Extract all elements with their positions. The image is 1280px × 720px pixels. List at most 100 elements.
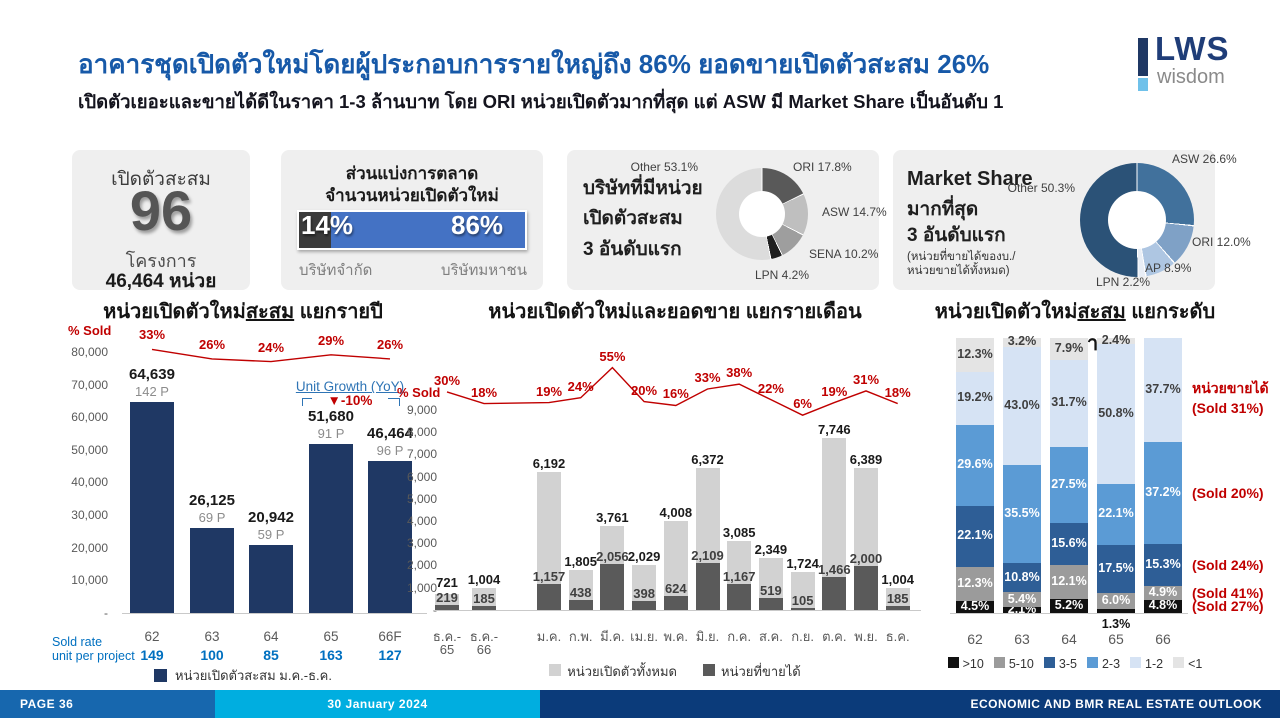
logo-bar-accent-icon xyxy=(1138,78,1148,91)
legend-label: หน่วยเปิดตัวสะสม ม.ค.-ธ.ค. xyxy=(175,668,332,683)
logo-subtext: wisdom xyxy=(1157,66,1225,88)
y-axis-tick: 20,000 xyxy=(71,540,108,555)
donut-slice-label: LPN 4.2% xyxy=(755,268,810,282)
bar-project-label: 142 P xyxy=(135,384,169,400)
ms-note-1: (หน่วยที่ขายได้ของบ./ xyxy=(907,251,1016,263)
price-plot-area: 4.5% 12.3% 22.1% 29.6% 19.2% 12.3% 62 2.1% 5.4% 1… xyxy=(930,295,1280,700)
legend-item: >10 xyxy=(947,655,984,673)
split-title-1: ส่วนแบ่งการตลาด xyxy=(345,164,479,183)
stack-segment xyxy=(1003,592,1041,608)
y-axis-tick: 1,000 xyxy=(406,580,437,595)
bar-sold xyxy=(790,607,815,610)
segment-label: 37.7% xyxy=(1145,382,1181,397)
x-axis-label: 66 xyxy=(1155,631,1171,647)
legend-swatch-icon xyxy=(1086,657,1098,668)
yearly-launch-chart: หน่วยเปิดตัวใหม่สะสม แยกรายปี % Sold Uni… xyxy=(50,295,435,700)
bar-total xyxy=(472,587,496,610)
segment-label-below: 1.3% xyxy=(1101,617,1131,631)
stack-segment xyxy=(1097,344,1135,484)
caption-line: บริษัทที่มีหน่วย xyxy=(583,178,703,199)
unit-growth-label: Unit Growth (YoY) xyxy=(295,379,405,394)
segment-label: 12.3% xyxy=(957,346,993,361)
pct-sold-label: 55% xyxy=(599,348,626,364)
sold-rate-value: 127 xyxy=(378,647,402,663)
y-axis-tick: 8,000 xyxy=(406,425,437,440)
y-axis-tick: 4,000 xyxy=(406,514,437,528)
x-axis-label: มิ.ย. xyxy=(695,629,720,644)
donut-slice-label: Other 53.1% xyxy=(630,160,698,174)
segment-label: 4.9% xyxy=(1148,585,1178,600)
bar-value-label: 20,942 xyxy=(248,508,294,526)
pct-sold-label: 18% xyxy=(884,384,911,400)
bar-project-label: 96 P xyxy=(376,443,404,459)
sold-side-label: (Sold 27%) xyxy=(1192,598,1264,615)
sold-rate-label-2: unit per project xyxy=(52,649,135,663)
bar-sold-value: 398 xyxy=(633,586,655,602)
y-axis-tick: 2,000 xyxy=(406,558,437,573)
stack-segment xyxy=(1003,607,1041,613)
legend-item: หน่วยเปิดตัวทั้งหมด xyxy=(549,661,677,682)
legend-label: 3-5 xyxy=(1058,657,1077,671)
price-legend: >10 5-10 3-5 2-3 1-2 <1 xyxy=(910,655,1240,673)
split-stacked-bar xyxy=(297,210,527,250)
bar-sold-value: 2,000 xyxy=(849,550,883,566)
segment-label: 5.4% xyxy=(1007,591,1037,606)
legend-item: 3-5 xyxy=(1043,655,1077,673)
segment-label: 4.5% xyxy=(960,598,990,613)
stack-segment xyxy=(1003,562,1041,593)
bar-sold xyxy=(822,577,847,610)
pct-sold-label: 31% xyxy=(852,371,880,387)
bar-sold xyxy=(758,598,783,610)
stack-segment xyxy=(1144,441,1182,545)
x-axis-label: ส.ค. xyxy=(758,629,783,644)
pct-sold-label: 26% xyxy=(376,336,404,352)
bar-sold-value: 185 xyxy=(473,590,495,606)
legend-swatch-icon xyxy=(1043,657,1055,668)
legend-label: 2-3 xyxy=(1101,657,1121,671)
stack-segment xyxy=(1050,565,1088,599)
sold-side-label: (Sold 41%) xyxy=(1192,585,1264,602)
page-title: อาคารชุดเปิดตัวใหม่โดยผู้ประกอบการรายใหญ… xyxy=(78,49,990,79)
yearly-plot-area: 80,000 70,000 60,000 50,000 40,000 30,000 20,0… xyxy=(50,295,436,700)
legend-label: <1 xyxy=(1188,657,1203,671)
x-axis-label: 66F xyxy=(378,629,402,644)
footer-page-number: PAGE 36 xyxy=(0,690,215,718)
segment-label: 10.8% xyxy=(1004,569,1040,584)
bar-total-value: 1,004 xyxy=(881,571,914,587)
donut-hole xyxy=(739,191,785,237)
stack-segment xyxy=(1144,599,1182,613)
segment-label: 17.5% xyxy=(1098,560,1134,575)
stack-segment xyxy=(1097,609,1135,613)
donut-slice-label: ASW 26.6% xyxy=(1172,152,1237,166)
bar-sold xyxy=(854,565,878,610)
bar xyxy=(130,402,174,613)
stack-segment xyxy=(1097,337,1135,345)
market-split-card: ส่วนแบ่งการตลาด จำนวนหน่วยเปิดตัวใหม่ 14… xyxy=(281,150,543,290)
segment-label: 2.4% xyxy=(1101,333,1131,348)
bar-total-value: 721 xyxy=(436,575,458,591)
legend-swatch-icon xyxy=(703,664,716,676)
bar-value-label: 64,639 xyxy=(129,366,175,384)
cumulative-value: 96 xyxy=(129,179,193,242)
segment-label: 22.1% xyxy=(957,528,993,543)
bar-sold xyxy=(695,563,720,610)
ms-caption-3: 3 อันดับแรก xyxy=(907,225,1006,246)
segment-label: 31.7% xyxy=(1051,395,1087,410)
x-axis-label: 65 xyxy=(323,629,339,644)
pct-sold-label: 19% xyxy=(535,383,563,399)
stack-segment xyxy=(1050,338,1088,360)
legend-item: 5-10 xyxy=(993,655,1034,673)
pct-sold-label: 26% xyxy=(198,336,226,352)
legend-label: 1-2 xyxy=(1145,657,1164,671)
pct-sold-label: 18% xyxy=(470,384,498,400)
bar-total-value: 1,004 xyxy=(467,571,501,587)
lws-logo: LWS wisdom xyxy=(1138,30,1258,96)
bar-sold-value: 1,466 xyxy=(818,562,851,578)
pct-sold-label: 29% xyxy=(317,332,345,348)
ms-caption-2: มากที่สุด xyxy=(907,199,979,220)
stack-segment xyxy=(956,338,994,372)
bar-total xyxy=(885,587,910,610)
legend-swatch-icon xyxy=(947,657,959,668)
bar xyxy=(190,527,234,613)
cumulative-launch-card: เปิดตัวสะสม 96 โครงการ 46,464 หน่วย xyxy=(72,150,250,292)
